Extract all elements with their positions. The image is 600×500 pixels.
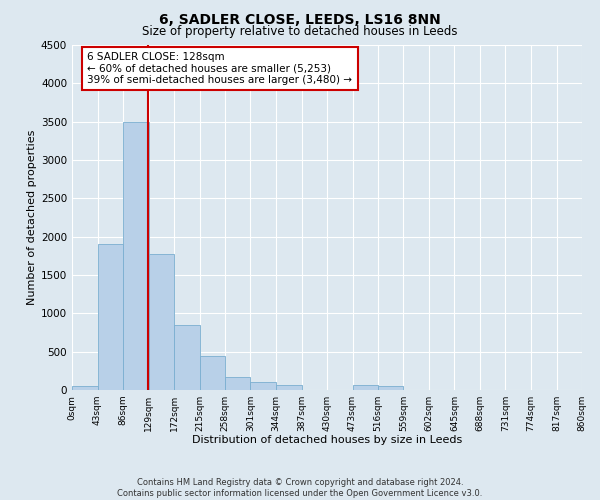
Text: 6 SADLER CLOSE: 128sqm
← 60% of detached houses are smaller (5,253)
39% of semi-: 6 SADLER CLOSE: 128sqm ← 60% of detached…	[88, 52, 352, 85]
Bar	[199, 356, 225, 390]
X-axis label: Distribution of detached houses by size in Leeds: Distribution of detached houses by size …	[192, 436, 462, 446]
Bar	[149, 254, 174, 390]
Bar	[353, 386, 378, 390]
Y-axis label: Number of detached properties: Number of detached properties	[27, 130, 37, 305]
Bar	[72, 386, 97, 390]
Bar	[276, 386, 302, 390]
Bar	[225, 376, 251, 390]
Text: Contains HM Land Registry data © Crown copyright and database right 2024.
Contai: Contains HM Land Registry data © Crown c…	[118, 478, 482, 498]
Bar	[251, 382, 276, 390]
Bar	[174, 325, 199, 390]
Bar	[97, 244, 123, 390]
Text: Size of property relative to detached houses in Leeds: Size of property relative to detached ho…	[142, 25, 458, 38]
Bar	[378, 386, 403, 390]
Bar	[123, 122, 149, 390]
Text: 6, SADLER CLOSE, LEEDS, LS16 8NN: 6, SADLER CLOSE, LEEDS, LS16 8NN	[159, 12, 441, 26]
